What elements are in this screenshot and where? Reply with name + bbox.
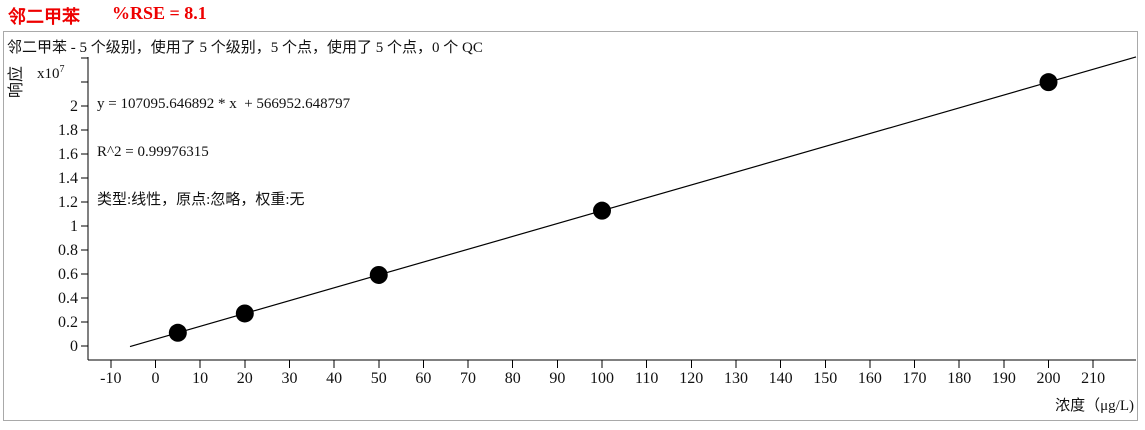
fit-type: 类型:线性，原点:忽略，权重:无 [97,192,305,208]
x-tick-label: 50 [371,370,387,387]
y-scale-mantissa: x10 [37,66,60,82]
y-tick-label: 1.6 [58,146,78,163]
x-tick-label: 90 [549,370,565,387]
rse-value: %RSE = 8.1 [112,3,207,23]
y-tick-label: 1 [70,218,78,235]
x-tick-label: 100 [590,370,614,387]
x-tick-label: 150 [813,370,837,387]
x-tick-label: 110 [635,370,658,387]
x-tick-label: 0 [152,370,160,387]
x-tick-label: 210 [1081,370,1105,387]
x-tick-label: 190 [992,370,1016,387]
fit-line [129,56,1137,348]
y-tick-label: 0.2 [58,314,78,331]
x-tick-label: 10 [192,370,208,387]
fit-r-squared: R^2 = 0.99976315 [97,144,209,160]
data-point-marker [1039,73,1058,92]
x-axis-title: 浓度（μg/L) [1055,398,1134,414]
data-point-marker [168,323,187,342]
fit-annotation-block: y = 107095.646892 * x + 566952.648797 R^… [97,64,350,224]
x-tick-label: 170 [903,370,927,387]
data-point-marker [235,304,254,323]
y-tick-label: 0.8 [58,242,78,259]
x-tick-label: 60 [415,370,431,387]
x-tick-label: 160 [858,370,882,387]
y-tick-label: 0.6 [58,266,78,283]
y-tick-label: 1.8 [58,122,78,139]
fit-equation: y = 107095.646892 * x + 566952.648797 [97,96,351,112]
x-tick-label: 30 [281,370,297,387]
x-tick-label: 180 [947,370,971,387]
x-tick-label: -10 [100,370,121,387]
data-point-marker [369,265,388,284]
x-tick-label: 140 [769,370,793,387]
y-tick-label: 0.4 [58,290,78,307]
y-tick-label: 2 [70,98,78,115]
chart-title: 邻二甲苯 %RSE = 8.1 [8,3,207,29]
x-tick-label: 200 [1037,370,1061,387]
x-tick-label: 80 [505,370,521,387]
x-tick-label: 70 [460,370,476,387]
x-tick-label: 120 [679,370,703,387]
x-tick-label: 40 [326,370,342,387]
y-tick-label: 0 [70,338,78,355]
chart-frame [3,31,1138,421]
y-tick-label: 1.4 [58,170,78,187]
curve-summary-text: 邻二甲苯 - 5 个级别，使用了 5 个级别，5 个点，使用了 5 个点，0 个… [7,40,483,56]
x-tick-label: 130 [724,370,748,387]
data-point-marker [593,201,611,220]
x-tick-label: 20 [237,370,253,387]
y-scale-exponent: 7 [59,64,65,75]
y-axis-scale-label: x107 [37,64,65,83]
compound-name: 邻二甲苯 [8,7,80,27]
y-tick-label: 1.2 [58,194,78,211]
